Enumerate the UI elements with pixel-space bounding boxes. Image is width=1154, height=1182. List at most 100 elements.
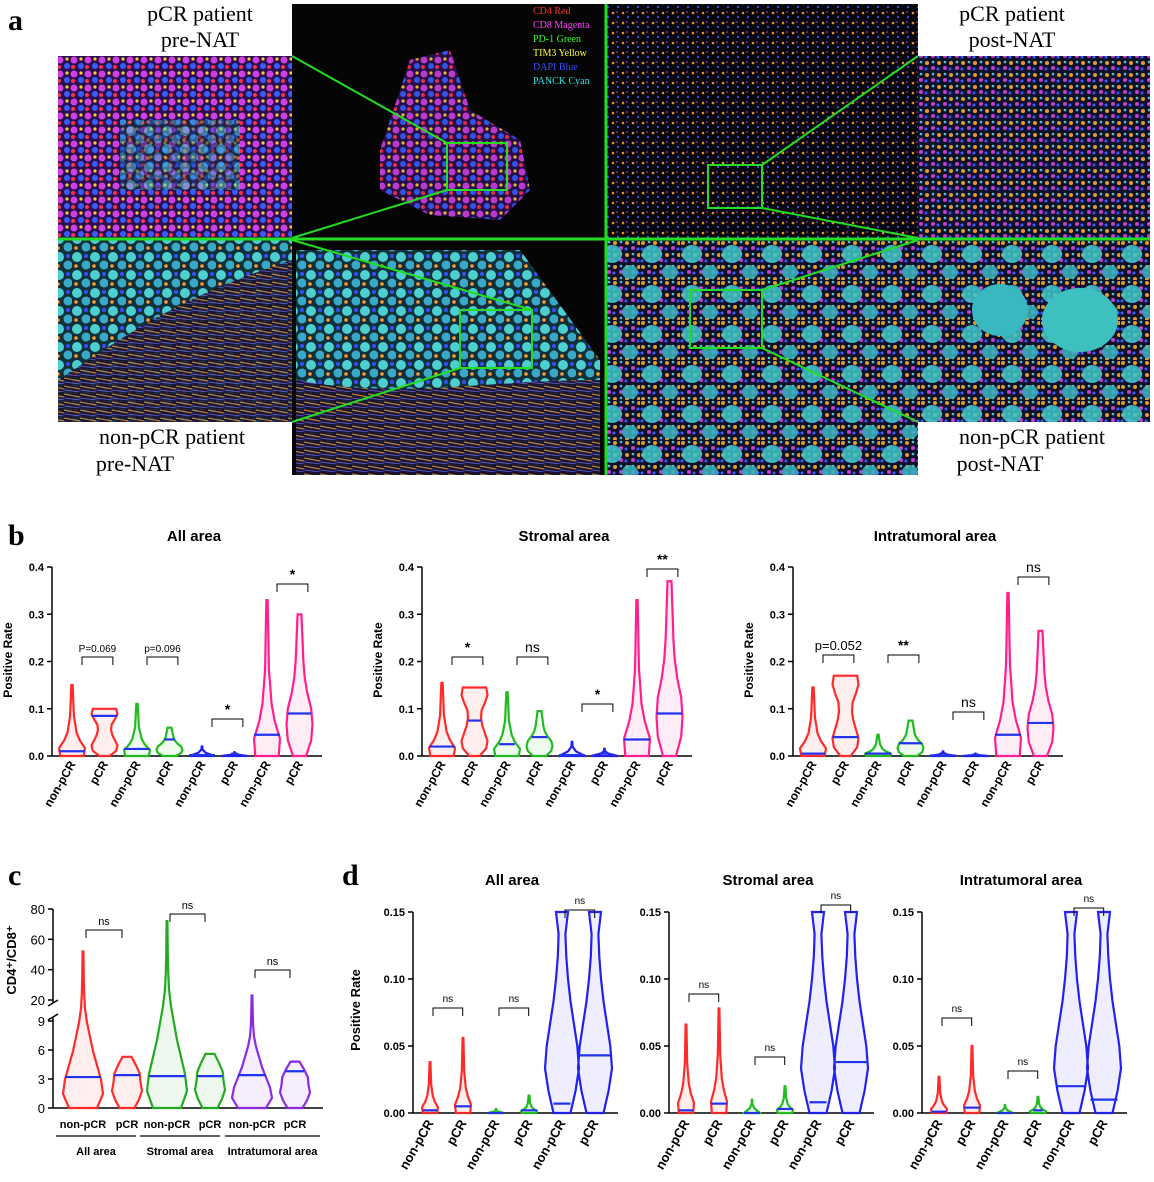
x-tick-label: non-pCR — [782, 758, 820, 809]
x-tick-label: pCR — [958, 758, 983, 787]
violin-shape — [230, 994, 274, 1110]
x-tick-label: pCR — [1023, 758, 1048, 787]
significance-bracket — [822, 654, 855, 663]
violin-shape — [278, 1060, 312, 1110]
significance-label: ns — [509, 994, 520, 1005]
y-tick-label: 40 — [31, 963, 45, 978]
significance-bracket — [754, 1056, 786, 1065]
legend-entry: CD8 Magenta — [533, 20, 590, 31]
significance-label: ns — [182, 900, 194, 912]
group-c-2: non-pCR pCR ns Stromal area — [140, 900, 227, 1158]
y-tick-label: 0.4 — [399, 562, 415, 574]
x-tick-label: non-pCR — [144, 1119, 190, 1131]
group-label: Stromal area — [147, 1146, 215, 1158]
subplot-title: All area — [167, 528, 222, 545]
significance-label: * — [290, 566, 296, 582]
violin-shape — [831, 674, 860, 758]
violin-shape — [832, 910, 870, 1115]
label-nonpcr-post-2: post-NAT — [957, 451, 1044, 476]
y-tick-label: 0.10 — [384, 974, 405, 986]
legend-entry: PD-1 Green — [533, 34, 581, 45]
violin-shape — [740, 1098, 764, 1115]
violin-shape — [576, 910, 614, 1115]
significance-label: ns — [1018, 1057, 1029, 1068]
significance-label: ns — [1084, 894, 1095, 905]
x-tick-label: pCR — [699, 1116, 726, 1147]
y-tick-label: 0.0 — [770, 751, 785, 763]
subplot-title: Stromal area — [723, 872, 815, 889]
violin-shape — [1085, 910, 1123, 1115]
significance-bracket — [211, 718, 244, 727]
y-tick-label: 0.0 — [29, 751, 44, 763]
y-tick-label: 0.00 — [384, 1108, 405, 1120]
violin-shape — [122, 702, 152, 758]
significance-bracket — [85, 929, 123, 938]
y-tick-label: 0.4 — [770, 562, 786, 574]
significance-label: ns — [952, 1004, 963, 1015]
violin-shape — [775, 1085, 795, 1115]
significance-bracket — [887, 654, 920, 663]
violin-shape — [252, 599, 282, 758]
significance-bracket — [516, 656, 549, 665]
significance-bracket — [1007, 1070, 1039, 1079]
significance-bracket — [451, 656, 484, 665]
y-tick-label: 80 — [31, 902, 45, 917]
violin-shape — [591, 747, 618, 758]
x-tick-label: non-pCR — [652, 1116, 693, 1172]
significance-bracket — [646, 568, 679, 577]
y-tick-label: 3 — [38, 1072, 45, 1087]
violin-shape — [492, 691, 522, 758]
violin-shape — [962, 1044, 982, 1115]
y-axis-label: Positive Rate — [348, 969, 363, 1051]
y-tick-label: 0.05 — [640, 1041, 661, 1053]
y-tick-label: 0.3 — [29, 609, 44, 621]
significance-bracket — [941, 1017, 973, 1026]
x-tick-label: pCR — [282, 758, 307, 787]
violin-shape — [453, 1036, 473, 1115]
significance-label: ns — [267, 956, 279, 968]
panel-b: b All area 0.0 0.1 0.2 0.3 0.4 Positive Rate no… — [1, 519, 1063, 809]
significance-label: ns — [961, 694, 976, 710]
legend-entry: CD4 Red — [533, 6, 571, 17]
subplot-b-1: All area 0.0 0.1 0.2 0.3 0.4 Positive Rate non-… — [1, 528, 322, 809]
violin-shape — [427, 681, 457, 758]
subplot-b-2: Stromal area 0.0 0.1 0.2 0.3 0.4 Positive Rate… — [371, 528, 692, 809]
subplot-title: All area — [485, 872, 540, 889]
significance-bracket — [820, 904, 852, 913]
group-c-3: non-pCR pCR ns Intratumoral area — [225, 956, 320, 1158]
y-tick-label: 0.05 — [893, 1041, 914, 1053]
x-tick-label: non-pCR — [396, 1116, 437, 1172]
group-label: All area — [76, 1146, 117, 1158]
significance-label: * — [465, 639, 471, 655]
y-axis-label: Positive Rate — [742, 622, 756, 698]
x-tick-label: pCR — [828, 758, 853, 787]
y-tick-label: 0 — [38, 1101, 45, 1116]
significance-label: ns — [525, 639, 540, 655]
violin-shape — [993, 591, 1023, 758]
y-tick-label: 0.1 — [770, 704, 785, 716]
violin-shape — [525, 710, 554, 758]
significance-label: ns — [831, 891, 842, 902]
violin-shape — [543, 910, 581, 1115]
panel-a: a — [8, 1, 1150, 476]
violin-shape — [622, 599, 652, 758]
y-tick-label: 60 — [31, 932, 45, 947]
label-pcr-post-1: pCR patient — [959, 1, 1065, 26]
violin-shape — [61, 950, 105, 1110]
y-tick-label: 0.2 — [770, 657, 785, 669]
significance-label: ns — [575, 896, 586, 907]
x-tick-label: pCR — [587, 758, 612, 787]
x-tick-label: non-pCR — [236, 758, 274, 809]
subplot-b-3: Intratumoral area 0.0 0.1 0.2 0.3 0.4 Positive… — [742, 528, 1063, 809]
violin-shape — [655, 580, 684, 758]
violin-shape — [57, 684, 87, 758]
legend-entry: DAPI Blue — [533, 62, 578, 73]
y-tick-label: 0.15 — [384, 907, 405, 919]
x-tick-label: pCR — [87, 758, 112, 787]
group-c-1: non-pCR pCR ns All area — [56, 916, 144, 1158]
subplot-title: Intratumoral area — [874, 528, 997, 545]
significance-label: ns — [765, 1043, 776, 1054]
x-tick-label: pCR — [509, 1116, 536, 1147]
significance-label: ns — [443, 994, 454, 1005]
violin-shape — [1052, 910, 1090, 1115]
